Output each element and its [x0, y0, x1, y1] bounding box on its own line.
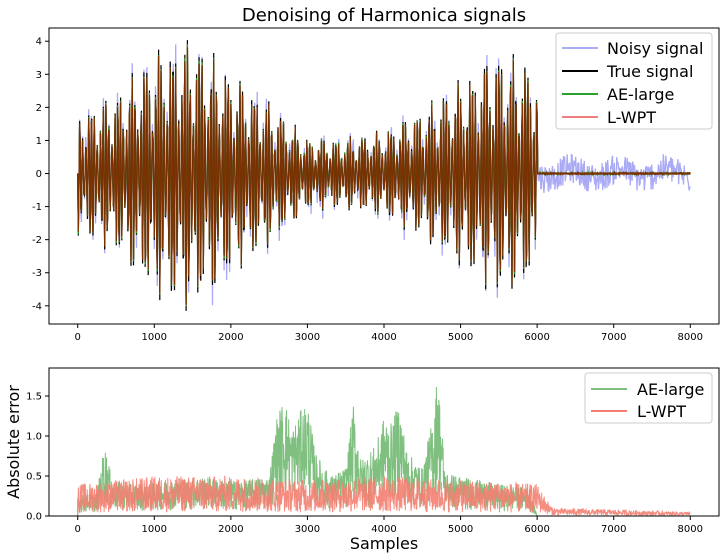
legend-label-true: True signal: [606, 62, 693, 81]
y-tick-label: -4: [32, 301, 42, 312]
x-tick-label: 8000: [678, 332, 703, 343]
x-tick-label: 6000: [524, 332, 549, 343]
y-tick-label: 1.5: [26, 392, 42, 403]
top-x-axis: 0 1000 2000 3000 4000 5000 6000 7000 8000: [75, 324, 703, 343]
legend-item-true: True signal: [562, 62, 693, 81]
top-legend-box: [555, 32, 713, 130]
legend-item-ae-large-error: AE-large: [591, 380, 704, 399]
x-tick-label: 4000: [371, 332, 396, 343]
legend-label-ae-large: AE-large: [607, 85, 674, 104]
top-chart-title: Denoising of Harmonica signals: [242, 5, 526, 26]
x-tick-label: 1000: [142, 332, 167, 343]
top-plot-area: [77, 40, 691, 311]
top-legend: Noisy signal True signal AE-large L-WPT: [555, 32, 713, 130]
legend-item-noisy: Noisy signal: [562, 39, 703, 58]
y-tick-label: -1: [32, 202, 42, 213]
series-lwpt-error: [77, 475, 691, 516]
bottom-x-axis: 0 1000 2000 3000 4000 5000 6000 7000 8000: [75, 516, 703, 535]
x-tick-label: 1000: [142, 524, 167, 535]
top-panel: Denoising of Harmonica signals 0 1000 2000…: [32, 5, 720, 343]
y-tick-label: 0.5: [26, 472, 42, 483]
y-tick-label: 4: [36, 37, 42, 48]
y-tick-label: 2: [36, 103, 42, 114]
y-tick-label: 0.0: [26, 512, 42, 523]
x-tick-label: 0: [75, 524, 81, 535]
x-tick-label: 3000: [295, 524, 320, 535]
top-y-axis: -4 -3 -2 -1 0 1 2 3 4: [32, 37, 49, 312]
x-tick-label: 7000: [601, 524, 626, 535]
legend-item-lwpt-error: L-WPT: [591, 402, 686, 421]
legend-label-ae-large-error: AE-large: [637, 380, 704, 399]
legend-label-noisy: Noisy signal: [607, 39, 703, 58]
bottom-plot-area: [77, 386, 691, 516]
legend-item-ae-large: AE-large: [562, 85, 674, 104]
bottom-panel: 0 1000 2000 3000 4000 5000 6000 7000 8000 0.0 0.5…: [4, 367, 720, 553]
y-tick-label: -2: [32, 235, 42, 246]
legend-label-lwpt: L-WPT: [607, 108, 656, 127]
y-tick-label: 0: [36, 169, 42, 180]
x-tick-label: 2000: [218, 332, 243, 343]
y-tick-label: 1: [36, 136, 42, 147]
x-tick-label: 5000: [448, 332, 473, 343]
y-tick-label: -3: [32, 268, 42, 279]
bottom-legend: AE-large L-WPT: [584, 372, 713, 424]
y-tick-label: 1.0: [26, 432, 42, 443]
x-tick-label: 3000: [295, 332, 320, 343]
bottom-y-axis-label: Absolute error: [4, 385, 23, 499]
x-tick-label: 4000: [371, 524, 396, 535]
x-tick-label: 5000: [448, 524, 473, 535]
bottom-x-axis-label: Samples: [350, 534, 418, 553]
legend-item-lwpt: L-WPT: [562, 108, 656, 127]
y-tick-label: 3: [36, 70, 42, 81]
bottom-y-axis: 0.0 0.5 1.0 1.5: [26, 392, 49, 523]
x-tick-label: 6000: [524, 524, 549, 535]
x-tick-label: 7000: [601, 332, 626, 343]
x-tick-label: 8000: [678, 524, 703, 535]
x-tick-label: 0: [75, 332, 81, 343]
x-tick-label: 2000: [218, 524, 243, 535]
legend-label-lwpt-error: L-WPT: [637, 402, 686, 421]
